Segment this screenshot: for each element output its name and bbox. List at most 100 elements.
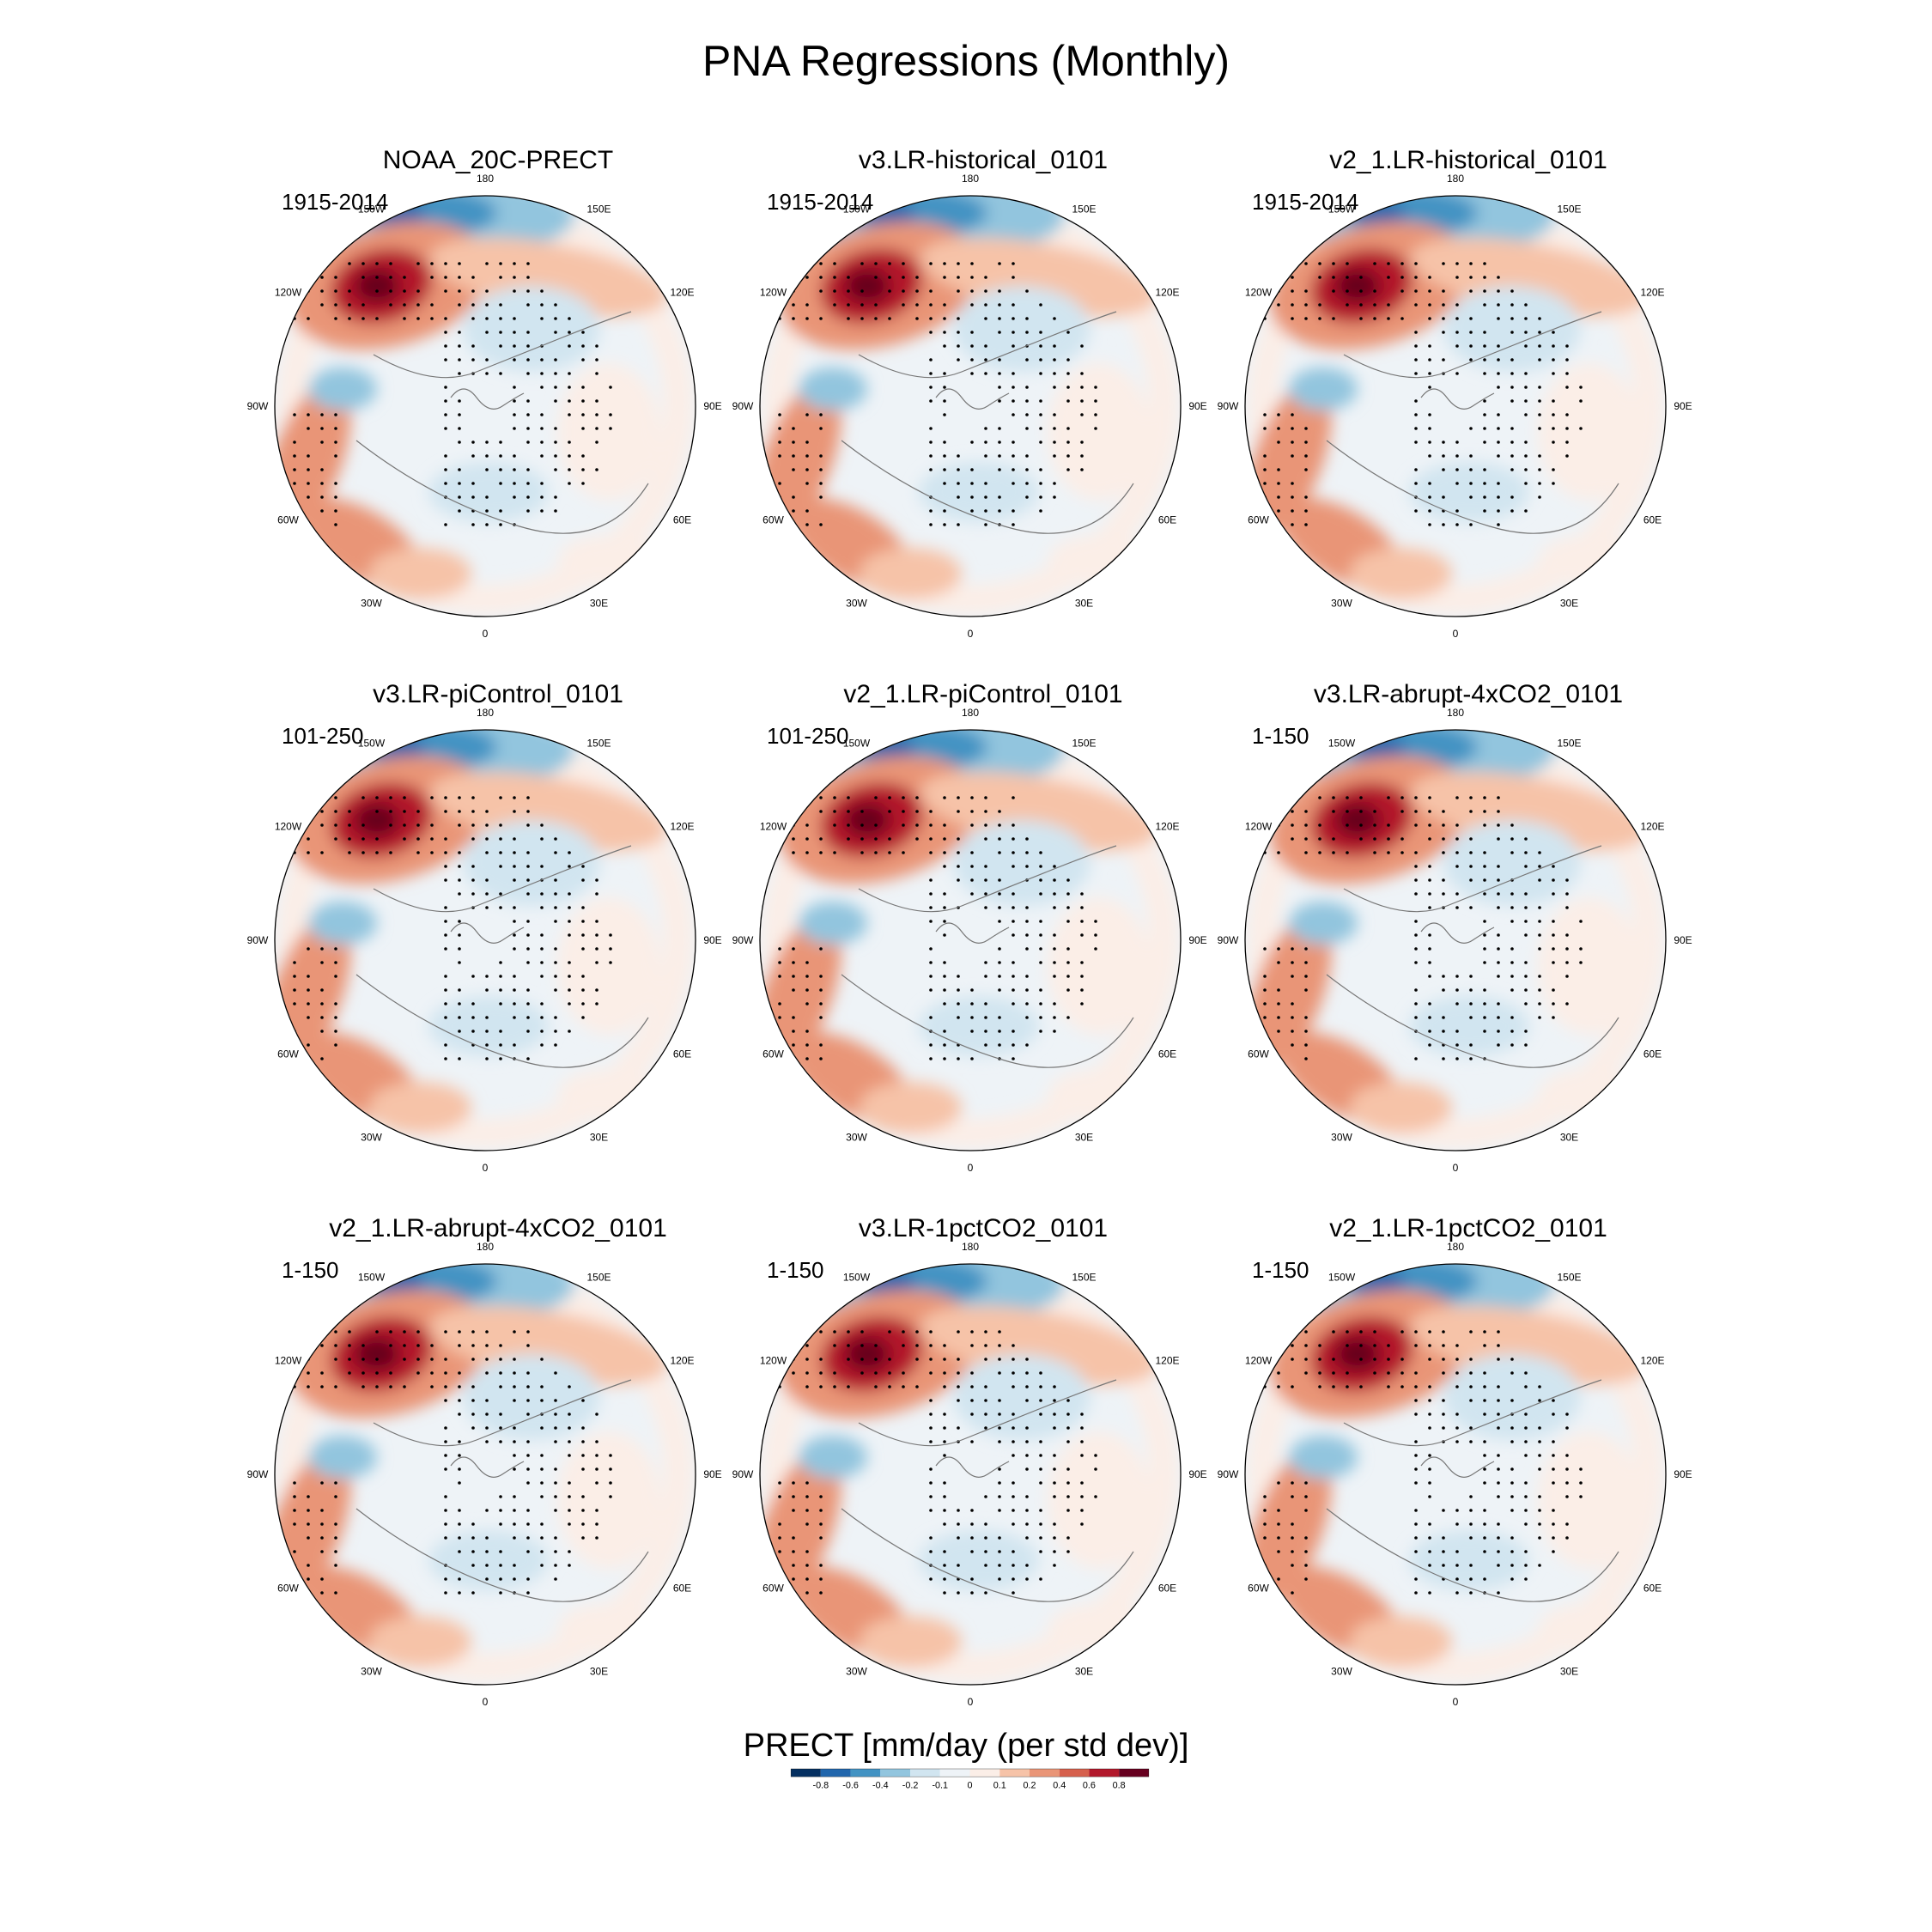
longitude-label: 120E (1155, 1355, 1179, 1367)
anomaly-region (1538, 535, 1641, 586)
longitude-label: 90E (703, 934, 721, 946)
anomaly-region (1246, 914, 1332, 1070)
anomaly-region (799, 902, 867, 945)
longitude-label: 120W (275, 821, 302, 833)
panel-period: 1915-2014 (1252, 189, 1359, 215)
longitude-label: 150E (1072, 1272, 1096, 1284)
longitude-label: 90W (1218, 934, 1239, 946)
longitude-label: 90W (732, 934, 754, 946)
map-panel: v2_1.LR-piControl_0101 101-250 180 150E 120E… (732, 680, 1224, 1187)
longitude-label: 120W (760, 821, 787, 833)
colorbar-segment (969, 1769, 1000, 1777)
anomaly-region (1048, 1603, 1151, 1655)
longitude-label: 60E (1643, 1583, 1662, 1595)
polar-map: 180 150E 120E 90E 60E 30E 0 30W 60W 90W 120W 150W (247, 1241, 722, 1708)
longitude-label: 90E (1674, 934, 1692, 946)
longitude-label: 60E (673, 1583, 691, 1595)
anomaly-region (355, 1337, 399, 1371)
anomaly-region (355, 803, 399, 837)
longitude-label: 150W (843, 738, 871, 750)
map-border (1244, 195, 1667, 617)
longitude-label: 30W (361, 1665, 382, 1677)
anomaly-region (799, 368, 867, 410)
longitude-label: 90E (1188, 1468, 1206, 1480)
longitude-label: 60W (1248, 1048, 1269, 1060)
longitude-label: 60W (1248, 514, 1269, 526)
anomaly-region (845, 803, 890, 837)
anomaly-region (845, 269, 890, 303)
polar-map: 180 150E 120E 90E 60E 30E 0 30W 60W 90W 120W 150W (1218, 707, 1692, 1174)
map-panel: v3.LR-abrupt-4xCO2_0101 1-150 180 150E 120E 9… (1218, 680, 1709, 1187)
longitude-label: 0 (483, 1162, 489, 1174)
panel-period: 1915-2014 (282, 189, 389, 215)
coastlines (355, 845, 649, 1068)
longitude-label: 60W (277, 1583, 299, 1595)
panel-title: v3.LR-1pctCO2_0101 (858, 1214, 1109, 1242)
longitude-label: 60E (1158, 1583, 1176, 1595)
longitude-label: 30E (590, 1131, 608, 1143)
coastlines (841, 1379, 1134, 1602)
colorbar-tick-label: -0.8 (813, 1780, 829, 1790)
colorbar-segment (791, 1769, 821, 1777)
longitude-label: 60E (673, 514, 691, 526)
polar-map: 180 150E 120E 90E 60E 30E 0 30W 60W 90W 120W 150W (1218, 1241, 1692, 1708)
anomaly-region (919, 462, 1039, 522)
longitude-label: 150E (1557, 738, 1581, 750)
longitude-label: 120W (760, 1355, 787, 1367)
longitude-label: 60E (1643, 514, 1662, 526)
map-border (759, 195, 1182, 617)
longitude-label: 60W (762, 514, 784, 526)
longitude-label: 60W (277, 514, 299, 526)
longitude-label: 150E (586, 738, 611, 750)
longitude-label: 30W (846, 597, 867, 609)
colorbar-tick-label: -0.2 (902, 1780, 919, 1790)
colorbar-segment (850, 1769, 881, 1777)
colorbar-segment (910, 1769, 940, 1777)
colorbar-segment (880, 1769, 911, 1777)
longitude-label: 150W (1328, 1272, 1356, 1284)
longitude-label: 150W (358, 204, 386, 216)
anomaly-region (1349, 1082, 1452, 1133)
colorbar-segment (1119, 1769, 1149, 1777)
panel-title: v2_1.LR-historical_0101 (1329, 146, 1607, 174)
polar-map: 180 150E 120E 90E 60E 30E 0 30W 60W 90W 120W 150W (732, 173, 1207, 640)
longitude-label: 60W (762, 1583, 784, 1595)
anomaly-region (368, 1616, 471, 1668)
panel-period: 1-150 (767, 1257, 824, 1283)
colorbar: -0.8 -0.6 -0.4 -0.2 -0.1 0 0.1 0.2 0.4 0.6 0.8 (790, 1768, 1150, 1790)
longitude-label: 150W (358, 738, 386, 750)
longitude-label: 120E (1640, 287, 1664, 299)
stippling (778, 1330, 1097, 1595)
stippling (1263, 796, 1583, 1060)
anomaly-region (1048, 1431, 1151, 1569)
longitude-label: 120W (760, 287, 787, 299)
longitude-label: 150E (1072, 738, 1096, 750)
map-panel: v2_1.LR-historical_0101 1915-2014 180 150E 1… (1218, 146, 1709, 653)
anomaly-region (308, 902, 377, 945)
anomaly-region (557, 1431, 660, 1569)
colorbar-tick-label: 0.2 (1023, 1780, 1036, 1790)
longitude-label: 90W (732, 400, 754, 412)
anomaly-region (1409, 462, 1529, 522)
anomaly-region (308, 1436, 377, 1479)
colorbar-title: PRECT [mm/day (per std dev)] (743, 1728, 1189, 1764)
anomaly-region (1538, 363, 1641, 501)
polar-map: 180 150E 120E 90E 60E 30E 0 30W 60W 90W 120W 150W (732, 707, 1207, 1174)
map-panel: NOAA_20C-PRECT 1915-2014 180 150E 120E 90E 60E… (247, 146, 738, 653)
anomaly-region (1289, 368, 1358, 410)
longitude-label: 30W (361, 597, 382, 609)
longitude-label: 120E (670, 287, 694, 299)
longitude-label: 180 (962, 173, 979, 185)
coastlines (841, 845, 1134, 1068)
longitude-label: 150W (1328, 738, 1356, 750)
polar-map: 180 150E 120E 90E 60E 30E 0 30W 60W 90W 120W 150W (247, 707, 722, 1174)
longitude-label: 120E (1155, 821, 1179, 833)
longitude-label: 60E (1158, 514, 1176, 526)
anomaly-region (1246, 1448, 1332, 1604)
anomaly-region (859, 548, 962, 599)
anomaly-region (557, 363, 660, 501)
longitude-label: 0 (968, 1162, 974, 1174)
anomaly-region (308, 368, 377, 410)
anomaly-region (859, 1616, 962, 1668)
longitude-label: 180 (477, 707, 494, 719)
